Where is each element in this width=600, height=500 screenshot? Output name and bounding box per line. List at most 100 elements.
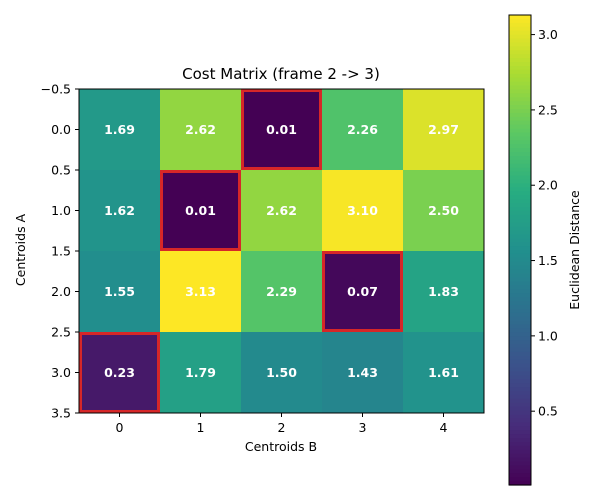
colorbar-segment (509, 293, 531, 298)
colorbar-segment (509, 50, 531, 55)
y-tick-label: 2.5 (51, 325, 71, 340)
y-tick-label: 0.5 (51, 163, 71, 178)
heatmap-cell (241, 89, 322, 170)
cell-value-label: 0.01 (185, 203, 216, 218)
colorbar-tick-label: 0.5 (538, 404, 558, 419)
x-tick-label: 3 (359, 420, 367, 435)
colorbar-segment (509, 465, 531, 470)
heatmap-cell (403, 332, 484, 413)
colorbar-segment (509, 297, 531, 302)
colorbar-segment (509, 179, 531, 185)
colorbar-segment (509, 144, 531, 149)
colorbar-segment (509, 320, 531, 326)
cell-value-label: 1.83 (428, 284, 459, 299)
cell-value-label: 3.13 (185, 284, 216, 299)
colorbar-segment (509, 410, 531, 416)
colorbar-segment (509, 418, 531, 423)
heatmap-cell (79, 89, 160, 170)
colorbar-segment (509, 281, 531, 286)
colorbar-segment (509, 77, 531, 83)
cell-value-label: 3.10 (347, 203, 378, 218)
colorbar-segment (509, 85, 531, 91)
heatmap-cell (403, 89, 484, 170)
colorbar-tick-label: 2.0 (538, 178, 558, 193)
colorbar-segment (509, 344, 531, 349)
cell-value-label: 1.43 (347, 365, 378, 380)
colorbar-segment (509, 191, 531, 196)
heatmap-cell (160, 332, 241, 413)
colorbar-segment (509, 300, 531, 306)
colorbar-segment (509, 316, 531, 322)
colorbar-segment (509, 304, 531, 310)
colorbar-segment (509, 406, 531, 412)
colorbar-segment (509, 445, 531, 451)
y-tick-label: 3.5 (51, 406, 71, 421)
colorbar-segment (509, 422, 531, 427)
heatmap-cell (403, 170, 484, 251)
colorbar-segment (509, 26, 531, 32)
colorbar-segment (509, 34, 531, 40)
colorbar-segment (509, 477, 531, 482)
colorbar-segment (509, 128, 531, 134)
cell-value-label: 2.62 (185, 122, 216, 137)
colorbar-segment (509, 167, 531, 173)
colorbar-segment (509, 112, 531, 118)
colorbar-segment (509, 375, 531, 380)
cell-value-label: 2.29 (266, 284, 297, 299)
colorbar-segment (509, 116, 531, 122)
assignment-highlight (241, 89, 322, 170)
colorbar-segment (509, 54, 531, 59)
colorbar-segment (509, 324, 531, 329)
colorbar-segment (509, 289, 531, 294)
colorbar-segment (509, 414, 531, 420)
colorbar-segment (509, 402, 531, 408)
heatmap-cell (79, 170, 160, 251)
colorbar: 0.5 1.0 1.5 2.0 2.5 3.0 (508, 14, 558, 486)
colorbar-segment (509, 18, 531, 24)
colorbar-segment (509, 394, 531, 400)
y-tick-label: 0.0 (51, 122, 71, 137)
colorbar-segment (509, 226, 531, 232)
colorbar-segment (509, 101, 531, 106)
colorbar-segment (509, 457, 531, 463)
heatmap-cell (160, 251, 241, 332)
x-tick-label: 1 (197, 420, 205, 435)
colorbar-segment (509, 273, 531, 279)
cell-value-label: 0.23 (104, 365, 135, 380)
colorbar-segment (509, 58, 531, 63)
colorbar-segment (509, 22, 531, 28)
colorbar-segment (509, 105, 531, 110)
colorbar-segment (509, 242, 531, 247)
cell-value-label: 2.97 (428, 122, 459, 137)
colorbar-tick-label: 3.0 (538, 27, 558, 42)
colorbar-segment (509, 434, 531, 439)
colorbar-tick-label: 2.5 (538, 102, 558, 117)
colorbar-segment (509, 234, 531, 239)
x-axis-label: Centroids B (245, 439, 317, 454)
colorbar-segment (509, 438, 531, 443)
cell-value-label: 1.69 (104, 122, 135, 137)
colorbar-segment (509, 383, 531, 388)
heatmap-cell (160, 89, 241, 170)
cell-value-label: 1.79 (185, 365, 216, 380)
colorbar-tick-label: 1.5 (538, 253, 558, 268)
colorbar-segment (509, 159, 531, 165)
colorbar-segment (509, 38, 531, 44)
colorbar-segment (509, 15, 531, 20)
heatmap-cell (322, 251, 403, 332)
colorbar-segment (509, 210, 531, 216)
cell-value-label: 1.61 (428, 365, 459, 380)
colorbar-segment (509, 469, 531, 474)
colorbar-frame (508, 14, 532, 486)
colorbar-segment (509, 398, 531, 404)
y-tick-label: 1.5 (51, 244, 71, 259)
colorbar-segment (509, 328, 531, 333)
cell-value-label: 2.50 (428, 203, 459, 218)
colorbar-segment (509, 214, 531, 220)
y-tick-label: 1.0 (51, 203, 71, 218)
colorbar-segment (509, 430, 531, 435)
colorbar-segment (509, 253, 531, 259)
heatmap-plot: 1.69 2.62 0.01 2.26 2.971.62 0.01 2.62 3.10 2.50… (41, 82, 485, 435)
colorbar-segment (509, 257, 531, 263)
colorbar-segment (509, 453, 531, 459)
